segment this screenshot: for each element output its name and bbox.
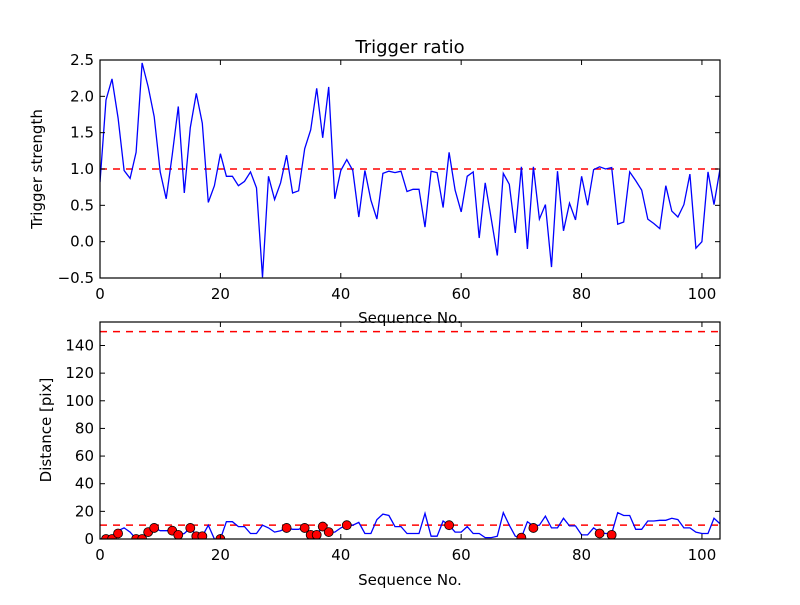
marker-point bbox=[317, 521, 328, 532]
axes-frame bbox=[99, 321, 721, 540]
y-tick-label: −0.5 bbox=[58, 269, 94, 287]
x-tick-label: 80 bbox=[572, 285, 591, 303]
y-tick-label: 40 bbox=[75, 475, 94, 493]
y-tick-label: 120 bbox=[65, 364, 94, 382]
x-axis-label: Sequence No. bbox=[358, 309, 462, 327]
marker-point bbox=[113, 528, 123, 539]
marker-point bbox=[444, 520, 455, 531]
y-axis-label: Trigger strength bbox=[28, 109, 46, 230]
y-tick-label: 1.5 bbox=[70, 124, 94, 142]
x-tick-label: 0 bbox=[95, 285, 105, 303]
marker-point bbox=[606, 529, 617, 539]
x-tick-label: 0 bbox=[95, 546, 105, 564]
y-tick-label: 60 bbox=[75, 447, 94, 465]
x-tick-label: 100 bbox=[688, 546, 717, 564]
marker-point bbox=[528, 523, 539, 533]
marker-point bbox=[137, 534, 148, 539]
x-tick-label: 20 bbox=[211, 546, 230, 564]
x-tick-label: 40 bbox=[331, 546, 350, 564]
y-tick-label: 2.0 bbox=[70, 87, 94, 105]
marker-point bbox=[281, 523, 292, 533]
marker-point bbox=[341, 520, 352, 531]
series-line bbox=[100, 62, 720, 278]
x-tick-label: 80 bbox=[572, 546, 591, 564]
marker-point bbox=[516, 532, 527, 539]
y-tick-label: 80 bbox=[75, 419, 94, 437]
marker-point bbox=[149, 523, 160, 533]
y-tick-label: 1.0 bbox=[70, 160, 94, 178]
x-axis-label: Sequence No. bbox=[358, 571, 462, 589]
y-tick-label: 100 bbox=[65, 392, 94, 410]
marker-point bbox=[323, 527, 334, 537]
y-axis-label: Distance [pix] bbox=[37, 378, 55, 483]
y-tick-label: 2.5 bbox=[70, 51, 94, 69]
marker-point bbox=[185, 523, 196, 533]
x-tick-label: 40 bbox=[331, 285, 350, 303]
plot-area bbox=[100, 62, 720, 278]
marker-point bbox=[173, 529, 184, 539]
x-tick-label: 60 bbox=[452, 546, 471, 564]
y-tick-label: 0.5 bbox=[70, 196, 94, 214]
chart-title: Trigger ratio bbox=[354, 37, 464, 58]
y-tick-label: 0.0 bbox=[70, 233, 94, 251]
y-tick-label: 140 bbox=[65, 336, 94, 354]
y-tick-label: 0 bbox=[84, 530, 94, 548]
x-tick-label: 100 bbox=[688, 285, 717, 303]
distance-axes: Distance [pix] Sequence No. 0 20 40 60 80 100… bbox=[37, 321, 721, 589]
marker-point bbox=[299, 523, 310, 533]
x-tick-label: 20 bbox=[211, 285, 230, 303]
marker-point bbox=[197, 531, 208, 539]
marker-point bbox=[594, 528, 605, 539]
x-tick-label: 60 bbox=[452, 285, 471, 303]
plot-area bbox=[100, 330, 720, 539]
y-tick-label: 20 bbox=[75, 502, 94, 520]
trigger-ratio-axes: Trigger ratio Trigger strength Sequence … bbox=[28, 37, 721, 327]
marker-point bbox=[311, 529, 322, 539]
